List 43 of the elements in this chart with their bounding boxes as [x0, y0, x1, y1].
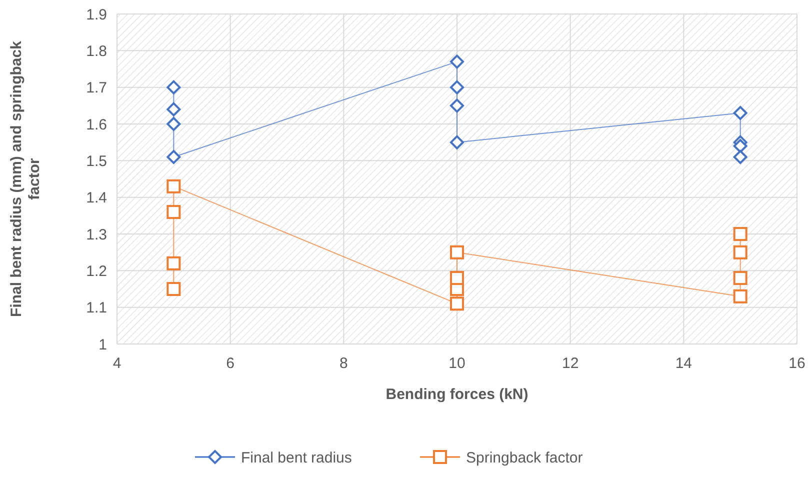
point: [733, 150, 748, 164]
legend-label: Springback factor: [466, 449, 583, 466]
point: [166, 205, 181, 219]
x-tick-label: 8: [339, 355, 348, 372]
x-tick-label: 16: [788, 355, 806, 372]
point: [450, 135, 464, 150]
point: [733, 289, 748, 304]
y-axis-title: Final bent radius (mm) and springback factor: [8, 40, 43, 317]
legend-label: Final bent radius: [241, 449, 352, 466]
y-tick-label: 1.4: [86, 190, 107, 207]
point: [450, 54, 464, 69]
y-tick-label: 1.5: [86, 152, 107, 170]
y-tick-label: 1.3: [86, 226, 107, 244]
point: [450, 271, 464, 285]
point: [733, 227, 748, 241]
y-tick-label: 1.8: [86, 42, 107, 60]
x-axis-title: Bending forces (kN): [386, 386, 528, 403]
y-tick-label: 1: [98, 336, 107, 354]
y-tick-label: 1.2: [86, 262, 107, 280]
x-tick-label: 12: [562, 355, 579, 372]
point: [450, 245, 464, 260]
point: [450, 98, 464, 113]
x-tick-label: 10: [448, 355, 466, 372]
point: [733, 139, 748, 153]
point: [166, 179, 181, 194]
x-tick-label: 4: [112, 355, 122, 372]
y-tick-label: 1.9: [86, 6, 107, 24]
y-tick-label: 1.6: [86, 116, 107, 134]
y-tick-label: 1.1: [86, 300, 107, 317]
point: [166, 150, 181, 164]
point: [166, 256, 181, 270]
point: [733, 245, 748, 260]
point: [733, 106, 748, 120]
point: [450, 296, 464, 311]
point: [166, 282, 181, 296]
point: [166, 80, 181, 94]
point: [166, 117, 181, 131]
point: [733, 271, 748, 285]
point: [450, 80, 464, 94]
x-tick-label: 6: [226, 355, 235, 372]
point: [166, 102, 181, 116]
x-tick-label: 14: [675, 355, 692, 372]
y-tick-label: 1.7: [86, 80, 107, 97]
